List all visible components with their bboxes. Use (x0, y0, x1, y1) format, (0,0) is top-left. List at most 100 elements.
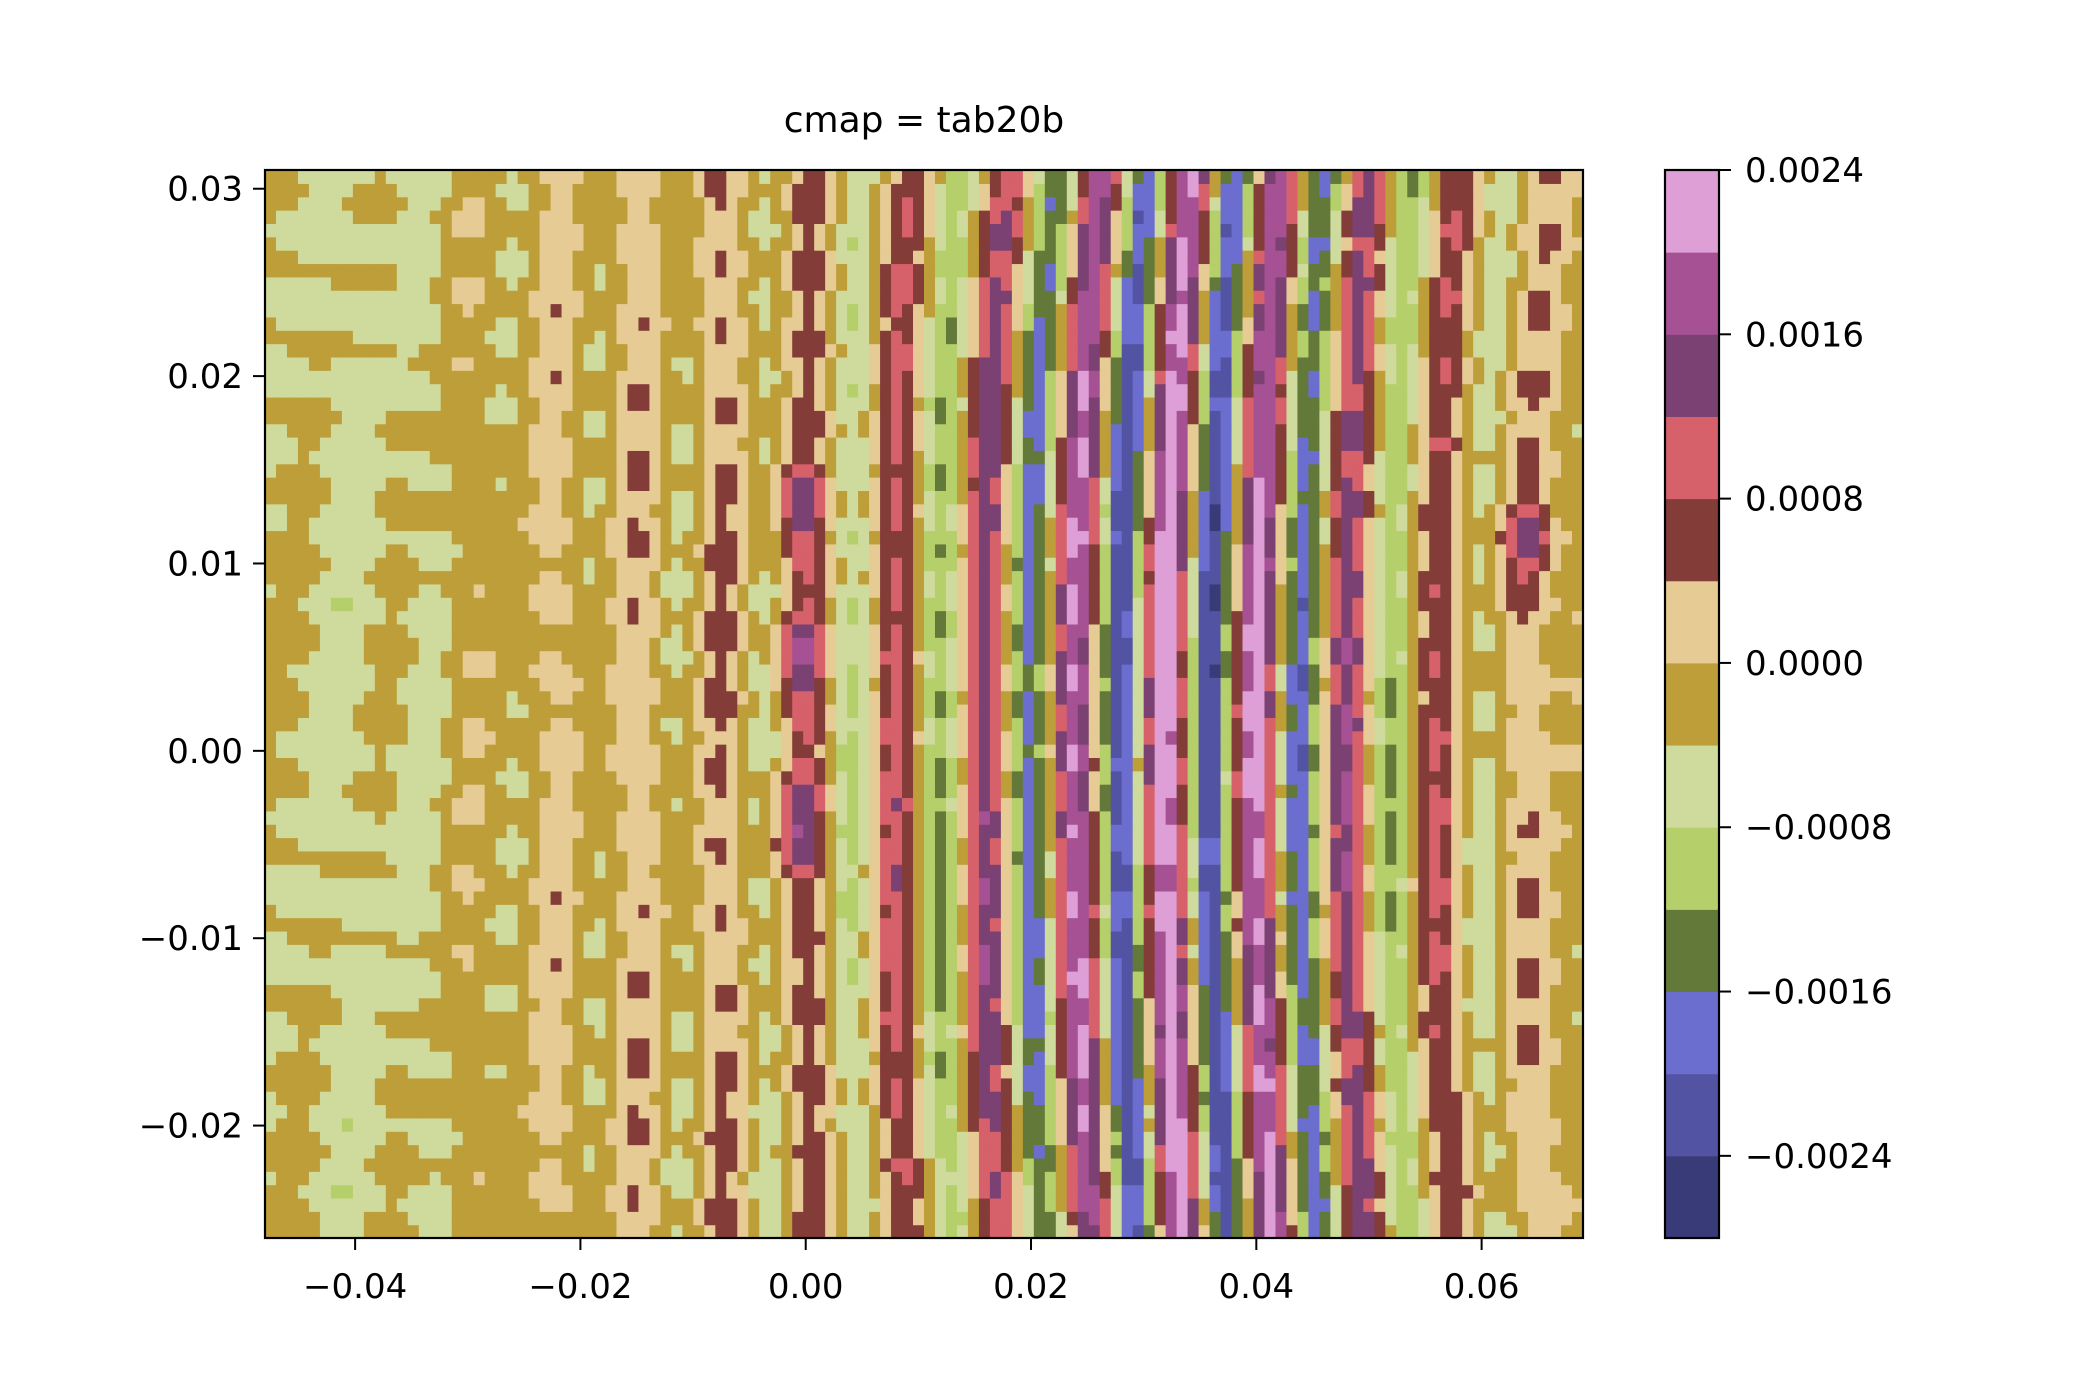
heat-cell (1099, 944, 1112, 959)
heat-cell (297, 690, 310, 705)
heat-cell (704, 1077, 716, 1092)
heat-cell (1286, 1171, 1299, 1186)
heat-cell (967, 837, 980, 852)
heat-cell (330, 810, 343, 825)
heat-cell (1374, 917, 1386, 932)
heat-cell (1561, 810, 1573, 825)
heat-cell (1121, 837, 1134, 852)
heat-cell (594, 917, 607, 932)
heat-cell (385, 1131, 398, 1146)
heat-cell (484, 930, 497, 945)
heat-cell (572, 744, 585, 758)
heat-cell (1099, 730, 1112, 745)
heat-cell (693, 1104, 705, 1119)
heat-cell (1363, 930, 1375, 945)
heat-cell (572, 757, 585, 772)
heat-cell (1572, 1224, 1583, 1238)
heat-cell (1044, 984, 1057, 999)
heat-cell (1517, 850, 1529, 865)
heat-cell (1561, 971, 1573, 985)
heat-cell (825, 1184, 837, 1199)
heat-cell (1506, 1037, 1518, 1052)
heat-cell (803, 677, 815, 692)
heat-cell (1330, 1064, 1342, 1079)
heat-cell (286, 770, 299, 785)
heat-cell (945, 1117, 958, 1132)
heat-cell (627, 1171, 640, 1186)
heat-cell (989, 1197, 1002, 1212)
heat-cell (847, 1184, 859, 1199)
heat-cell (1066, 984, 1079, 999)
heat-cell (781, 957, 793, 972)
heat-cell (1143, 1091, 1156, 1106)
heat-cell (473, 1011, 486, 1025)
heat-cell (1308, 1184, 1320, 1199)
heat-cell (1572, 1131, 1583, 1146)
heat-cell (1297, 850, 1310, 865)
heat-cell (869, 690, 881, 705)
heat-cell (385, 917, 398, 932)
heat-cell (1209, 1024, 1222, 1039)
heat-cell (1033, 1051, 1046, 1066)
heat-cell (726, 944, 738, 959)
heat-cell (1319, 1037, 1331, 1052)
heat-cell (330, 1197, 343, 1212)
heat-cell (770, 704, 782, 718)
heat-cell (1539, 1171, 1551, 1186)
heat-cell (715, 917, 727, 932)
heat-cell (594, 864, 607, 879)
heat-cell (1165, 930, 1178, 945)
heat-cell (1253, 850, 1266, 865)
heat-cell (858, 877, 870, 892)
heat-cell (1220, 890, 1233, 905)
heat-cell (869, 1184, 881, 1199)
heat-cell (462, 690, 475, 705)
heat-cell (836, 1224, 848, 1238)
heat-cell (726, 717, 738, 732)
heat-cell (286, 1077, 299, 1092)
heat-cell (572, 1011, 585, 1025)
heat-cell (286, 930, 299, 945)
heat-cell (275, 810, 288, 825)
heat-cell (1550, 1011, 1562, 1025)
heat-cell (495, 770, 508, 785)
heat-cell (286, 1211, 299, 1226)
heat-cell (902, 877, 914, 892)
heat-cell (770, 730, 782, 745)
heat-cell (1121, 890, 1134, 905)
heat-cell (1352, 957, 1364, 972)
heat-cell (1165, 1131, 1178, 1146)
heat-cell (363, 1064, 376, 1079)
heat-cell (484, 717, 497, 732)
heat-cell (638, 971, 651, 985)
heat-cell (1022, 824, 1035, 839)
heat-cell (1209, 1117, 1222, 1132)
heat-cell (902, 784, 914, 799)
heat-cell (1088, 757, 1101, 772)
heat-cell (989, 704, 1002, 718)
heat-cell (814, 837, 826, 852)
heat-cell (967, 1011, 980, 1025)
heat-cell (1198, 704, 1211, 718)
heat-cell (374, 930, 387, 945)
heat-cell (1011, 944, 1024, 959)
heat-cell (1110, 877, 1123, 892)
heat-cell (1242, 877, 1255, 892)
heat-cell (1550, 730, 1562, 745)
heat-cell (1121, 904, 1134, 919)
heat-cell (550, 1104, 563, 1119)
heat-cell (1286, 690, 1299, 705)
heat-cell (891, 1144, 903, 1159)
heat-cell (363, 677, 376, 692)
heat-cell (594, 1104, 607, 1119)
heat-cell (363, 824, 376, 839)
heat-cell (1154, 1077, 1167, 1092)
heat-cell (1407, 730, 1419, 745)
heat-cell (583, 824, 596, 839)
heat-cell (1517, 824, 1529, 839)
heat-cell (396, 770, 409, 785)
heat-cell (473, 1184, 486, 1199)
heat-cell (715, 1117, 727, 1132)
heat-cell (341, 704, 354, 718)
heat-cell (594, 824, 607, 839)
